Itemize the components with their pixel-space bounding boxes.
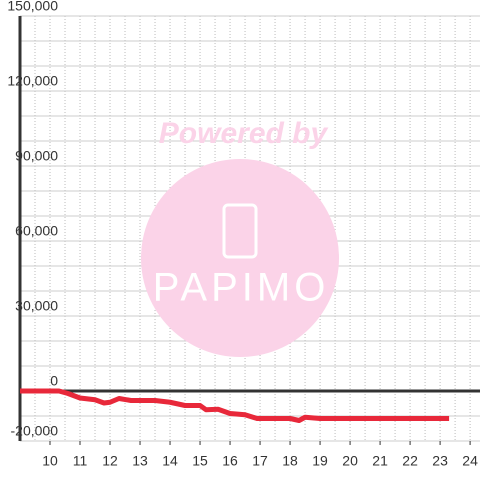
y-tick-label: 150,000 xyxy=(7,0,58,14)
y-tick-label: 60,000 xyxy=(15,223,58,239)
x-tick-label: 17 xyxy=(252,453,268,469)
x-tick-label: 19 xyxy=(312,453,328,469)
x-tick-label: 13 xyxy=(132,453,148,469)
x-tick-label: 15 xyxy=(192,453,208,469)
plot: 150,000 120,000 90,000 60,000 30,000 0 -20,000… xyxy=(7,0,480,469)
x-tick-label: 18 xyxy=(282,453,298,469)
watermark-phone xyxy=(222,203,258,259)
x-tick-label: 20 xyxy=(342,453,358,469)
x-tick-label: 10 xyxy=(42,453,58,469)
x-tick-label: 14 xyxy=(162,453,178,469)
y-tick-label: -20,000 xyxy=(11,423,59,439)
watermark: Powered by PAPIMO xyxy=(141,117,339,357)
x-tick-label: 21 xyxy=(372,453,388,469)
watermark-text: Powered by xyxy=(159,117,329,150)
y-tick-label: 30,000 xyxy=(15,298,58,314)
x-tick-label: 23 xyxy=(432,453,448,469)
watermark-logo: PAPIMO xyxy=(153,266,330,310)
y-tick-label: 0 xyxy=(50,373,58,389)
x-tick-label: 11 xyxy=(73,453,88,469)
y-tick-label: 90,000 xyxy=(15,148,58,164)
x-tick-label: 24 xyxy=(462,453,478,469)
x-tick-label: 16 xyxy=(222,453,238,469)
y-tick-label: 120,000 xyxy=(7,73,58,89)
data-line xyxy=(20,388,450,423)
x-tick-label: 12 xyxy=(102,453,118,469)
x-tick-label: 22 xyxy=(402,453,418,469)
